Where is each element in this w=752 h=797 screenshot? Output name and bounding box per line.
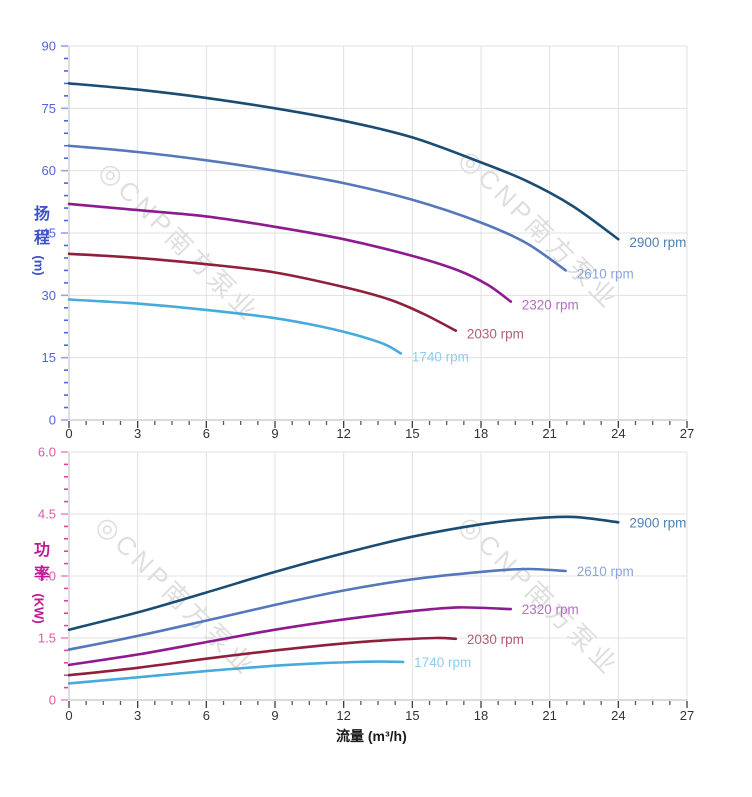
- y-tick-label: 75: [42, 101, 56, 116]
- x-tick-label: 3: [134, 426, 141, 441]
- curve-1740rpm: [67, 298, 403, 355]
- curve-label-2900rpm: 2900 rpm: [629, 235, 686, 250]
- x-tick-label: 18: [474, 426, 488, 441]
- curve-label-2610rpm: 2610 rpm: [577, 266, 634, 281]
- curve-label-2320rpm: 2320 rpm: [522, 298, 579, 313]
- curve-1740rpm: [67, 660, 405, 685]
- curve-2900rpm: [67, 515, 620, 632]
- power-axis-title: 功率: [33, 542, 50, 583]
- curve-2030rpm: [67, 252, 458, 332]
- y-ticks: [61, 451, 68, 701]
- x-tick-label: 21: [542, 708, 556, 723]
- curve-label-2610rpm: 2610 rpm: [577, 564, 634, 579]
- y-tick-labels: 0 15 30 45 60 75 90: [42, 39, 56, 428]
- flow-axis-title: 流量 (m³/h): [336, 728, 407, 744]
- x-tick-label: 0: [65, 708, 72, 723]
- head-axis-unit: (m): [31, 255, 47, 276]
- x-tick-label: 9: [271, 708, 278, 723]
- x-tick-label: 9: [271, 426, 278, 441]
- y-tick-label: 90: [42, 39, 56, 54]
- y-tick-label: 15: [42, 350, 56, 365]
- x-tick-label: 27: [680, 426, 694, 441]
- curve-2320rpm: [67, 202, 513, 303]
- curve-2320rpm: [67, 606, 513, 667]
- y-tick-label: 60: [42, 163, 56, 178]
- x-ticks: [68, 701, 688, 708]
- y-tick-label: 3.0: [38, 569, 56, 584]
- head-axis-title: 扬程: [33, 206, 50, 247]
- x-tick-label: 24: [611, 708, 625, 723]
- y-tick-label: 30: [42, 288, 56, 303]
- curve-2610rpm: [67, 144, 567, 272]
- x-tick-labels: 0 3 6 9 12 15 18 21 24 27: [65, 708, 694, 723]
- axes: [68, 46, 687, 421]
- curve-2030rpm: [67, 636, 458, 677]
- x-tick-label: 3: [134, 708, 141, 723]
- y-tick-label: 1.5: [38, 631, 56, 646]
- y-tick-label: 6.0: [38, 445, 56, 460]
- curve-label-2030rpm: 2030 rpm: [467, 632, 524, 647]
- x-tick-label: 6: [203, 708, 210, 723]
- gridlines: [69, 451, 688, 700]
- x-tick-label: 12: [336, 708, 350, 723]
- y-ticks: [61, 45, 68, 421]
- x-tick-label: 15: [405, 708, 419, 723]
- x-tick-label: 15: [405, 426, 419, 441]
- x-tick-label: 24: [611, 426, 625, 441]
- y-tick-labels: 0 1.5 3.0 4.5 6.0: [38, 445, 56, 708]
- y-tick-label: 0: [49, 413, 56, 428]
- y-tick-label: 4.5: [38, 507, 56, 522]
- curve-2900rpm: [67, 82, 620, 241]
- curve-label-1740rpm: 1740 rpm: [414, 655, 471, 670]
- x-tick-label: 18: [474, 708, 488, 723]
- x-tick-labels: 0 3 6 9 12 15 18 21 24 27: [65, 426, 694, 441]
- curve-label-2320rpm: 2320 rpm: [522, 602, 579, 617]
- x-tick-label: 12: [336, 426, 350, 441]
- y-tick-label: 0: [49, 693, 56, 708]
- gridlines: [69, 45, 688, 420]
- y-tick-label: 45: [42, 226, 56, 241]
- x-tick-label: 21: [542, 426, 556, 441]
- power-axis-unit: (KW): [31, 593, 47, 624]
- x-tick-label: 27: [680, 708, 694, 723]
- curve-2610rpm: [67, 567, 567, 651]
- x-tick-label: 0: [65, 426, 72, 441]
- x-tick-label: 6: [203, 426, 210, 441]
- curve-label-2030rpm: 2030 rpm: [467, 327, 524, 342]
- curve-label-1740rpm: 1740 rpm: [412, 350, 469, 365]
- x-ticks: [68, 421, 688, 428]
- axes: [68, 452, 687, 701]
- curve-label-2900rpm: 2900 rpm: [629, 515, 686, 530]
